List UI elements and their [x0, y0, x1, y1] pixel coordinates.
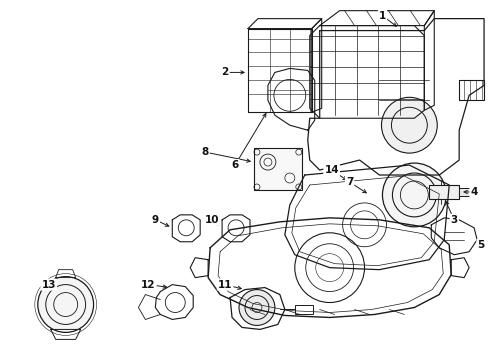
Text: 12: 12: [141, 280, 155, 289]
Circle shape: [381, 97, 436, 153]
Text: 13: 13: [41, 280, 56, 289]
Text: 1: 1: [378, 11, 386, 21]
Bar: [253, 148, 301, 190]
Text: 8: 8: [201, 147, 208, 157]
Circle shape: [38, 276, 93, 332]
Circle shape: [382, 163, 446, 227]
Text: 14: 14: [324, 165, 338, 175]
Text: 5: 5: [476, 240, 484, 250]
Text: 3: 3: [449, 215, 457, 225]
Bar: [428, 185, 458, 199]
Bar: [294, 305, 312, 315]
Text: 6: 6: [231, 160, 238, 170]
Text: 10: 10: [204, 215, 219, 225]
Text: 2: 2: [221, 67, 228, 77]
Text: 9: 9: [151, 215, 159, 225]
Text: 11: 11: [217, 280, 232, 289]
Text: 4: 4: [469, 187, 477, 197]
Circle shape: [239, 289, 274, 325]
Bar: [458, 188, 470, 196]
Text: 7: 7: [345, 177, 352, 187]
